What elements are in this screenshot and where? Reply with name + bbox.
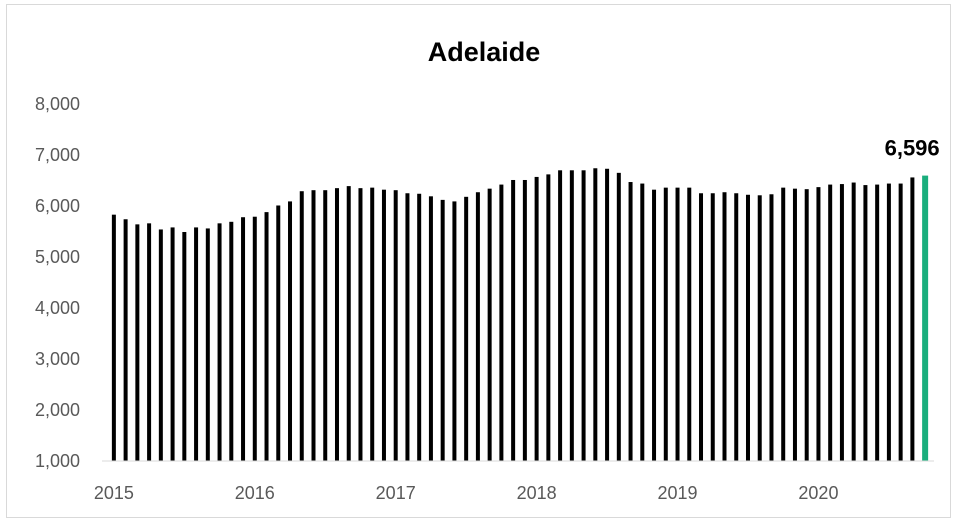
y-tick-label: 5,000 [35, 247, 80, 267]
bar [875, 184, 880, 461]
bar [816, 187, 821, 461]
bar [358, 188, 363, 461]
bar [605, 168, 610, 461]
bar [217, 223, 222, 461]
bar [487, 188, 492, 461]
bar [722, 192, 727, 462]
bar [652, 189, 657, 461]
bar [616, 172, 621, 461]
bar [699, 193, 704, 461]
bar [370, 187, 375, 461]
bar [910, 177, 915, 461]
bar-latest [922, 175, 929, 461]
bar [194, 227, 199, 461]
bar [428, 196, 433, 461]
chart-title: Adelaide [428, 37, 541, 67]
bar [628, 182, 633, 461]
x-axis-ticks: 2015 2016 2017 2018 2019 2020 [94, 483, 839, 503]
bar [135, 224, 140, 461]
bar [546, 174, 551, 461]
bar [522, 179, 527, 462]
bar [898, 183, 903, 461]
bar [640, 183, 645, 461]
bar [452, 201, 457, 461]
bar [475, 192, 480, 462]
y-tick-label: 6,000 [35, 196, 80, 216]
bar [781, 187, 786, 461]
bar [299, 191, 304, 461]
x-tick-label: 2017 [376, 483, 416, 503]
bar [581, 170, 586, 462]
y-tick-label: 2,000 [35, 400, 80, 420]
bars-group [111, 168, 929, 462]
y-tick-label: 3,000 [35, 349, 80, 369]
bar [346, 186, 351, 462]
bar [158, 229, 163, 461]
y-tick-label: 8,000 [35, 94, 80, 114]
x-tick-label: 2020 [798, 483, 838, 503]
bar [170, 227, 175, 461]
bar [264, 212, 269, 461]
bar [734, 193, 739, 461]
y-tick-label: 1,000 [35, 451, 80, 471]
bar [464, 196, 469, 461]
bar [499, 184, 504, 461]
bar [792, 188, 797, 461]
bar [534, 176, 539, 461]
x-tick-label: 2015 [94, 483, 134, 503]
bar [440, 199, 445, 461]
bar [511, 179, 516, 462]
bar [804, 189, 809, 462]
bar [252, 216, 257, 461]
y-axis-ticks: 1,000 2,000 3,000 4,000 5,000 6,000 7,000 8,000 [35, 94, 80, 471]
bar [205, 228, 210, 461]
bar [288, 201, 293, 461]
bar [839, 184, 844, 461]
bar [111, 214, 116, 461]
bar [687, 187, 692, 461]
bar [569, 170, 574, 462]
bar [675, 187, 680, 461]
bar [311, 190, 316, 461]
x-tick-label: 2019 [658, 483, 698, 503]
bar [123, 219, 128, 461]
bar [405, 193, 410, 461]
bar [381, 189, 386, 461]
bar [710, 193, 715, 461]
bar [886, 183, 891, 461]
x-tick-label: 2016 [235, 483, 275, 503]
bar [276, 205, 281, 461]
x-tick-label: 2018 [517, 483, 557, 503]
bar [863, 185, 868, 461]
bar [334, 188, 339, 461]
bar [393, 190, 398, 461]
y-tick-label: 7,000 [35, 145, 80, 165]
bar [323, 190, 328, 461]
bar [851, 182, 856, 462]
bar [593, 168, 598, 461]
bar [663, 187, 668, 461]
bar [745, 194, 750, 461]
y-tick-label: 4,000 [35, 298, 80, 318]
bar [147, 223, 152, 461]
bar [828, 184, 833, 461]
bar [229, 221, 234, 461]
bar [757, 195, 762, 462]
last-value-label: 6,596 [885, 136, 940, 161]
bar [417, 193, 422, 461]
bar [182, 232, 187, 461]
bar [769, 194, 774, 461]
bar [241, 217, 246, 461]
bar [558, 170, 563, 462]
